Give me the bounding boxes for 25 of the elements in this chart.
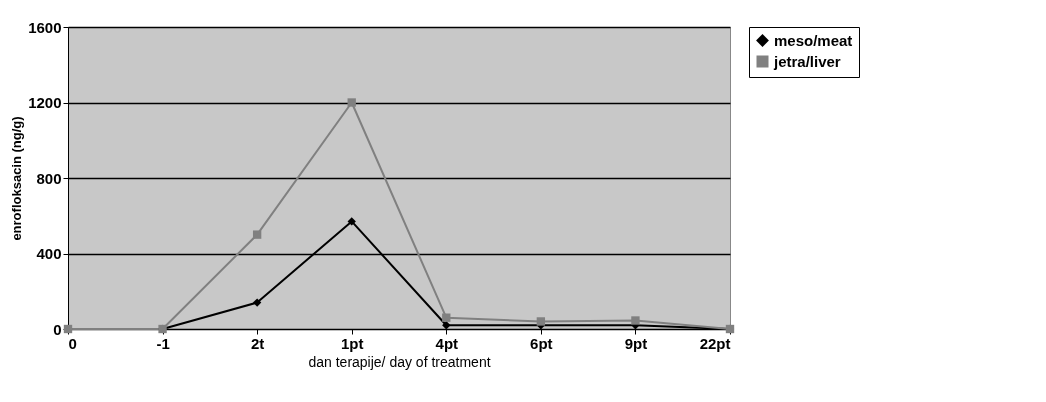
point [442,321,451,330]
y-tick-label: 1200 [28,94,62,111]
legend-label: meso/meat [774,31,853,49]
x-tick-label: 0 [68,334,77,352]
y-tick-label: 800 [36,169,62,187]
x-tick-label: 1pt [340,334,364,352]
point [347,98,356,107]
y-tick-label: 0 [53,320,62,338]
x-tick-label: 6pt [530,334,553,352]
x-tick-label: 22pt [699,334,731,352]
point [631,316,640,325]
y-axis-title: enrofloksacin (ng/g) [9,116,25,241]
y-tick-label: 1600 [28,18,62,36]
legend-label: jetra/liver [773,52,841,70]
point [252,298,262,307]
x-axis-title: dan terapije/ day of treatment [308,353,491,370]
point [347,217,356,226]
point [442,313,451,322]
x-tick-label: 4pt [435,334,459,352]
x-tick-label: 9pt [624,334,648,352]
point [252,230,262,239]
point [536,317,546,326]
x-tick-label: -1 [156,334,170,352]
x-tick-label: 2t [250,334,265,352]
y-tick-label: 400 [36,245,62,262]
